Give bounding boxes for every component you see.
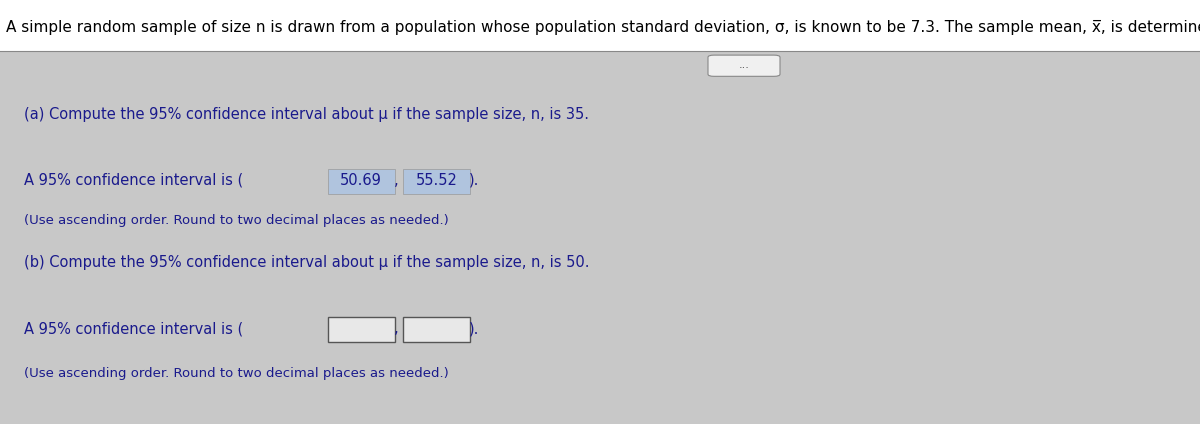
Text: (Use ascending order. Round to two decimal places as needed.): (Use ascending order. Round to two decim… (24, 367, 449, 379)
FancyBboxPatch shape (708, 55, 780, 76)
Text: ,: , (394, 321, 398, 336)
Text: (Use ascending order. Round to two decimal places as needed.): (Use ascending order. Round to two decim… (24, 214, 449, 227)
Text: ...: ... (738, 60, 750, 70)
Text: ,: , (394, 173, 398, 188)
Text: A 95% confidence interval is (: A 95% confidence interval is ( (24, 321, 244, 336)
Text: (a) Compute the 95% confidence interval about μ if the sample size, n, is 35.: (a) Compute the 95% confidence interval … (24, 107, 589, 122)
Text: ).: ). (469, 321, 480, 336)
FancyBboxPatch shape (403, 317, 470, 342)
FancyBboxPatch shape (328, 169, 395, 194)
FancyBboxPatch shape (328, 317, 395, 342)
FancyBboxPatch shape (0, 0, 1200, 51)
FancyBboxPatch shape (403, 169, 470, 194)
Text: (b) Compute the 95% confidence interval about μ if the sample size, n, is 50.: (b) Compute the 95% confidence interval … (24, 255, 589, 271)
Text: A simple random sample of size n is drawn from a population whose population sta: A simple random sample of size n is draw… (6, 20, 1200, 35)
Text: ).: ). (469, 173, 480, 188)
Text: 55.52: 55.52 (416, 173, 457, 188)
Text: 50.69: 50.69 (341, 173, 382, 188)
Text: A 95% confidence interval is (: A 95% confidence interval is ( (24, 173, 244, 188)
